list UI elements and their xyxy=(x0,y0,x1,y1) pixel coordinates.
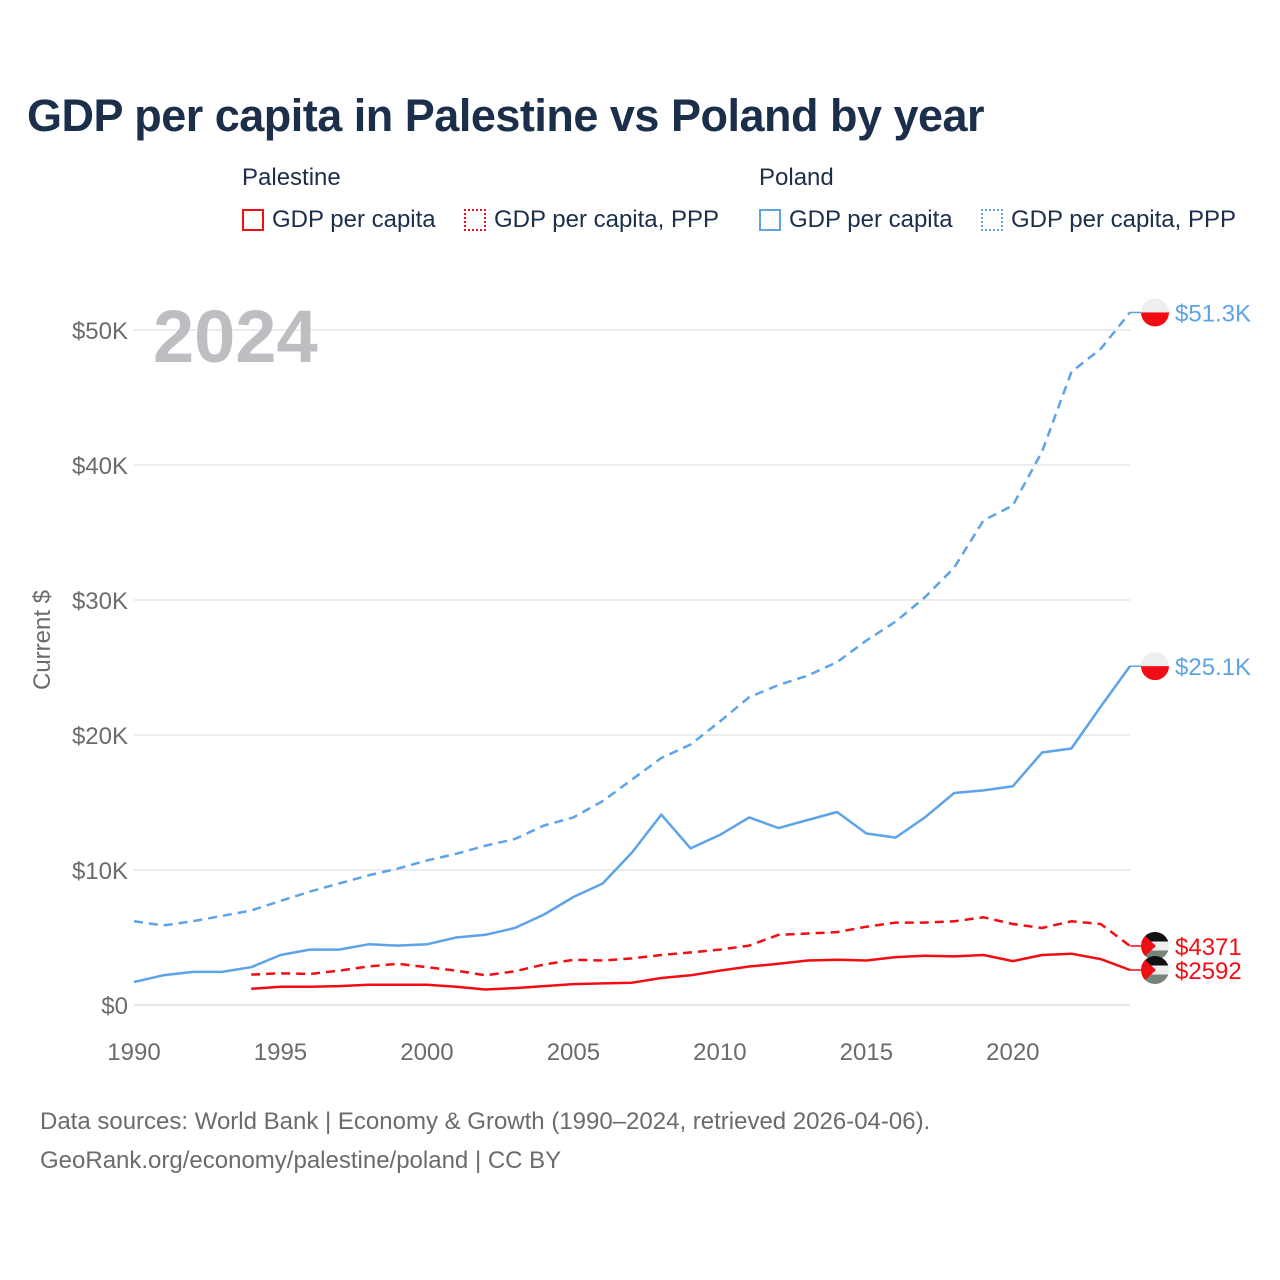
series-line-0 xyxy=(133,311,1131,927)
legend-poland-gdp-ppp[interactable]: GDP per capita, PPP xyxy=(981,206,1236,234)
poland-flag-icon xyxy=(1141,652,1169,681)
y-tick-label: $0 xyxy=(101,993,128,1020)
y-tick-label: $10K xyxy=(72,858,128,885)
y-axis-label: Current $ xyxy=(29,590,56,690)
x-tick-label: 2000 xyxy=(400,1039,453,1066)
legend-label: GDP per capita, PPP xyxy=(1011,206,1236,233)
y-tick-label: $30K xyxy=(72,588,128,615)
legend-label: GDP per capita xyxy=(272,206,436,233)
series-line-3 xyxy=(251,952,1131,991)
poland-flag-icon xyxy=(1141,298,1169,327)
chart-title: GDP per capita in Palestine vs Poland by… xyxy=(27,90,985,141)
legend-poland-gdp[interactable]: GDP per capita xyxy=(759,206,953,234)
x-tick-label: 2005 xyxy=(547,1039,600,1066)
legend-group-palestine: Palestine xyxy=(242,164,341,191)
footer-sources: Data sources: World Bank | Economy & Gro… xyxy=(40,1108,931,1135)
x-tick-label: 1995 xyxy=(254,1039,307,1066)
x-tick-label: 2020 xyxy=(986,1039,1039,1066)
y-tick-label: $50K xyxy=(72,318,128,345)
legend-label: GDP per capita, PPP xyxy=(494,206,719,233)
series-line-1 xyxy=(133,665,1132,984)
year-watermark: 2024 xyxy=(153,295,318,378)
legend-palestine-gdp[interactable]: GDP per capita xyxy=(242,206,436,234)
x-tick-label: 2015 xyxy=(840,1039,893,1066)
end-value-label: $4371 xyxy=(1175,934,1242,961)
legend-swatch-dotted xyxy=(464,209,486,231)
end-value-label: $2592 xyxy=(1175,958,1242,985)
palestine-flag-icon xyxy=(1141,956,1169,985)
legend-swatch-solid xyxy=(242,209,264,231)
y-tick-label: $40K xyxy=(72,453,128,480)
y-tick-label: $20K xyxy=(72,723,128,750)
end-value-label: $25.1K xyxy=(1175,654,1251,681)
x-tick-label: 1990 xyxy=(107,1039,160,1066)
legend-group-poland: Poland xyxy=(759,164,834,191)
palestine-flag-icon xyxy=(1141,931,1169,960)
legend-swatch-solid xyxy=(759,209,781,231)
legend-palestine-gdp-ppp[interactable]: GDP per capita, PPP xyxy=(464,206,719,234)
x-tick-label: 2010 xyxy=(693,1039,746,1066)
series-line-2 xyxy=(251,916,1131,977)
legend-label: GDP per capita xyxy=(789,206,953,233)
legend-swatch-dotted xyxy=(981,209,1003,231)
footer-link[interactable]: GeoRank.org/economy/palestine/poland | C… xyxy=(40,1147,562,1174)
end-value-label: $51.3K xyxy=(1175,300,1251,327)
